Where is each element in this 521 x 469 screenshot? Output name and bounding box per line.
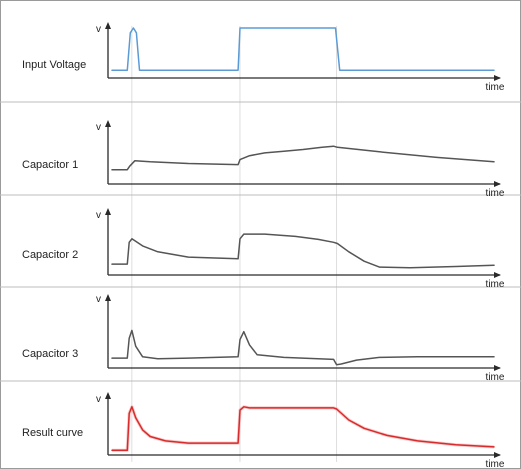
y-axis-arrow: [105, 120, 111, 127]
row-label: Result curve: [22, 427, 83, 439]
x-axis-arrow: [494, 75, 501, 81]
x-axis-label: time: [486, 372, 505, 383]
chart-panel-4: Capacitor 3 v time: [22, 294, 505, 383]
y-axis-arrow: [105, 208, 111, 215]
x-axis-arrow: [494, 272, 501, 278]
x-axis-arrow: [494, 452, 501, 458]
y-axis-label: v: [96, 294, 101, 305]
x-axis-label: time: [486, 82, 505, 93]
y-axis-arrow: [105, 392, 111, 399]
series-line: [111, 145, 495, 171]
x-axis-label: time: [486, 279, 505, 290]
y-axis-arrow: [105, 294, 111, 301]
y-axis-arrow: [105, 22, 111, 29]
series-line: [111, 27, 495, 71]
x-axis-arrow: [494, 365, 501, 371]
chart-panel-1: Input Voltage v time: [22, 22, 505, 93]
y-axis-label: v: [96, 122, 101, 133]
series-line: [111, 233, 495, 269]
row-label: Input Voltage: [22, 59, 86, 71]
x-axis-label: time: [486, 459, 505, 469]
row-label: Capacitor 2: [22, 249, 78, 261]
chart-panel-2: Capacitor 1 v time: [22, 120, 505, 199]
y-axis-label: v: [96, 24, 101, 35]
row-label: Capacitor 3: [22, 348, 78, 360]
chart-panel-3: Capacitor 2 v time: [22, 208, 505, 290]
y-axis-label: v: [96, 210, 101, 221]
series-line: [111, 329, 495, 366]
row-label: Capacitor 1: [22, 159, 78, 171]
y-axis-label: v: [96, 394, 101, 405]
chart-panel-5: Result curve v time: [22, 392, 505, 469]
x-axis-label: time: [486, 188, 505, 199]
series-line: [111, 406, 495, 452]
x-axis-arrow: [494, 181, 501, 187]
